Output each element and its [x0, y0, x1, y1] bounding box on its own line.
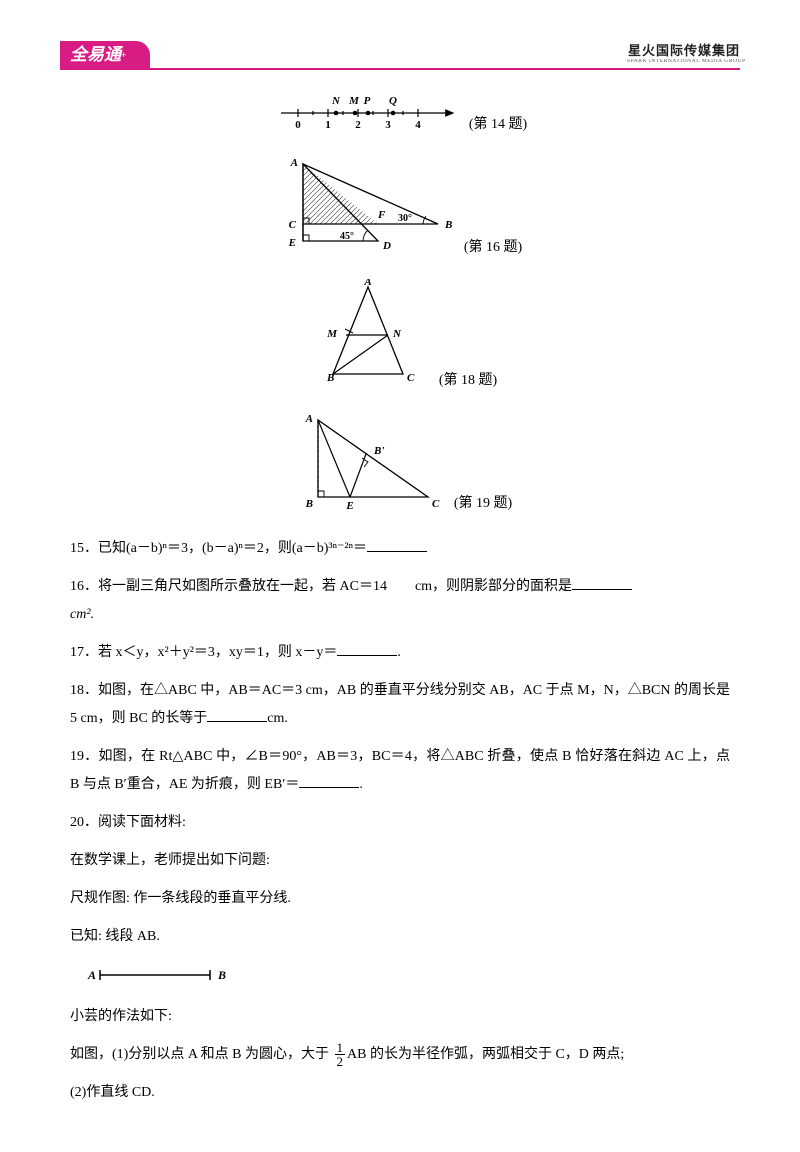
- svg-text:C: C: [432, 498, 440, 510]
- q16-text: 16．将一副三角尺如图所示叠放在一起，若 AC＝14 cm，则阴影部分的面积是: [70, 579, 572, 594]
- svg-text:4: 4: [415, 119, 421, 131]
- publisher-block: 星火国际传媒集团 SPARK INTERNATIONAL MEDIA GROUP: [628, 40, 740, 64]
- figure-14-svg: N M P Q 0 1 2 3 4: [273, 88, 463, 133]
- figure-19: A B B' E C (第 19 题): [70, 412, 730, 517]
- segment-ab-svg: A B: [70, 963, 240, 987]
- question-20-line7: (2)作直线 CD.: [70, 1079, 730, 1107]
- svg-text:D: D: [382, 240, 391, 252]
- figure-19-svg: A B B' E C: [288, 412, 448, 512]
- svg-text:P: P: [363, 95, 370, 107]
- question-15: 15．已知(a－b)ⁿ＝3，(b－a)ⁿ＝2，则(a－b)³ⁿ⁻²ⁿ＝: [70, 535, 730, 563]
- svg-text:B: B: [217, 968, 226, 982]
- blank: [367, 538, 427, 552]
- publisher-zh: 星火国际传媒集团: [628, 40, 740, 59]
- figure-14: N M P Q 0 1 2 3 4 (第 14 题): [70, 88, 730, 138]
- svg-text:Q: Q: [389, 95, 397, 107]
- q18b: cm.: [267, 711, 288, 726]
- svg-text:A: A: [87, 968, 96, 982]
- q17b: .: [397, 645, 401, 660]
- question-20-line3: 尺规作图: 作一条线段的垂直平分线.: [70, 885, 730, 913]
- logo-text: 全易通: [70, 45, 121, 64]
- frac-den: 2: [335, 1055, 346, 1068]
- question-18: 18．如图，在△ABC 中，AB＝AC＝3 cm，AB 的垂直平分线分别交 AB…: [70, 677, 730, 733]
- svg-text:E: E: [345, 500, 353, 512]
- svg-text:A: A: [304, 413, 312, 425]
- svg-text:B: B: [444, 219, 452, 231]
- q18a: 18．如图，在△ABC 中，AB＝AC＝3 cm，AB 的垂直平分线分别交 AB…: [70, 683, 730, 726]
- page-header: 全易通+ 星火国际传媒集团 SPARK INTERNATIONAL MEDIA …: [60, 20, 740, 70]
- figure-16: A C E B D F 30° 45° (第 16 题): [70, 156, 730, 261]
- svg-text:45°: 45°: [340, 231, 354, 242]
- svg-text:B': B': [373, 445, 384, 457]
- question-17: 17．若 x＜y，x²＋y²＝3，xy＝1，则 x－y＝.: [70, 639, 730, 667]
- question-20-line2: 在数学课上，老师提出如下问题:: [70, 847, 730, 875]
- frac-num: 1: [335, 1041, 346, 1055]
- svg-text:C: C: [407, 372, 415, 384]
- q20-6a: 如图，(1)分别以点 A 和点 B 为圆心，大于: [70, 1047, 329, 1062]
- question-20-line5: 小芸的作法如下:: [70, 1003, 730, 1031]
- blank: [572, 576, 632, 590]
- blank: [299, 774, 359, 788]
- svg-text:A: A: [363, 279, 371, 288]
- svg-text:B: B: [304, 498, 312, 510]
- svg-text:3: 3: [385, 119, 391, 131]
- q19a: 19．如图，在 Rt△ABC 中，∠B＝90°，AB＝3，BC＝4，将△ABC …: [70, 749, 730, 792]
- fraction-half: 1 2: [335, 1041, 346, 1068]
- svg-text:N: N: [392, 328, 402, 340]
- question-20-line1: 20．阅读下面材料:: [70, 809, 730, 837]
- svg-text:1: 1: [325, 119, 331, 131]
- figure-16-svg: A C E B D F 30° 45°: [278, 156, 458, 256]
- svg-text:A: A: [289, 157, 297, 169]
- svg-text:2: 2: [355, 119, 361, 131]
- q15-text: 15．已知(a－b)ⁿ＝3，(b－a)ⁿ＝2，则(a－b)³ⁿ⁻²ⁿ＝: [70, 541, 367, 556]
- svg-text:N: N: [331, 95, 341, 107]
- figure-16-caption: (第 16 题): [464, 236, 522, 256]
- figure-18: A B C M N (第 18 题): [70, 279, 730, 394]
- logo-badge: 全易通+: [60, 41, 150, 69]
- svg-text:0: 0: [295, 119, 301, 131]
- publisher-en: SPARK INTERNATIONAL MEDIA GROUP: [622, 59, 745, 64]
- figure-14-caption: (第 14 题): [469, 113, 527, 133]
- svg-text:30°: 30°: [398, 213, 412, 224]
- figure-18-svg: A B C M N: [303, 279, 433, 389]
- q17a: 17．若 x＜y，x²＋y²＝3，xy＝1，则 x－y＝: [70, 645, 337, 660]
- page-content: N M P Q 0 1 2 3 4 (第 14 题): [0, 70, 800, 1107]
- q20-6b: AB 的长为半径作弧，两弧相交于 C，D 两点;: [347, 1047, 624, 1062]
- figure-19-caption: (第 19 题): [454, 492, 512, 512]
- question-19: 19．如图，在 Rt△ABC 中，∠B＝90°，AB＝3，BC＝4，将△ABC …: [70, 743, 730, 799]
- question-20-line6: 如图，(1)分别以点 A 和点 B 为圆心，大于 1 2 AB 的长为半径作弧，…: [70, 1041, 730, 1069]
- q16-unit: cm².: [70, 607, 94, 622]
- blank: [337, 642, 397, 656]
- svg-text:M: M: [348, 95, 360, 107]
- svg-text:M: M: [326, 328, 338, 340]
- question-20-line4: 已知: 线段 AB.: [70, 923, 730, 951]
- question-16: 16．将一副三角尺如图所示叠放在一起，若 AC＝14 cm，则阴影部分的面积是 …: [70, 573, 730, 629]
- svg-text:F: F: [377, 209, 386, 221]
- segment-ab-figure: A B: [70, 963, 730, 987]
- figure-18-caption: (第 18 题): [439, 369, 497, 389]
- svg-text:B: B: [326, 372, 334, 384]
- blank: [207, 708, 267, 722]
- q19b: .: [359, 777, 363, 792]
- svg-text:C: C: [288, 219, 296, 231]
- svg-text:E: E: [287, 237, 295, 249]
- logo-sup: +: [121, 50, 126, 60]
